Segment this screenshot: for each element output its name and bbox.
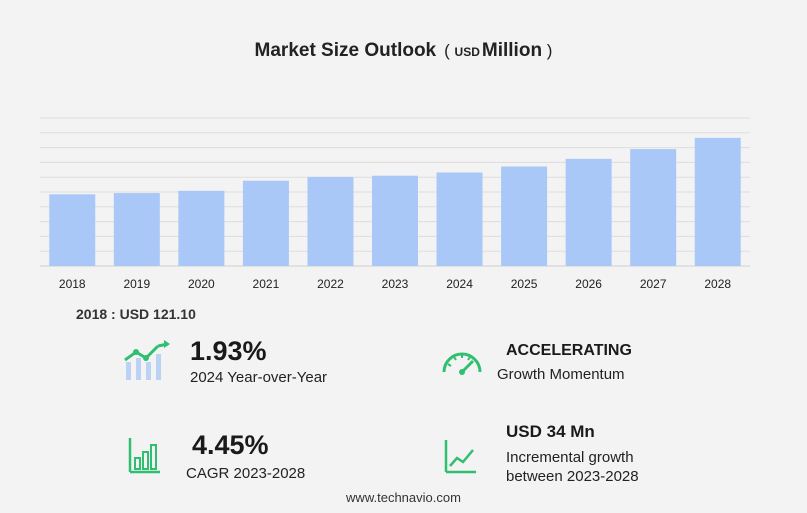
x-tick-label: 2022 bbox=[317, 277, 344, 291]
momentum-value: ACCELERATING bbox=[506, 342, 632, 359]
title-unit-small: USD bbox=[454, 45, 480, 59]
bar-2026 bbox=[565, 158, 612, 266]
trend-chart-icon bbox=[124, 340, 170, 380]
bar-chart-icon bbox=[128, 438, 160, 474]
bar-2019 bbox=[113, 193, 160, 266]
x-tick-label: 2025 bbox=[511, 277, 538, 291]
cagr-value: 4.45% bbox=[192, 430, 269, 460]
bar-chart: 2018 2019 2020 2021 2022 2023 2024 2025 2026 2027… bbox=[40, 117, 750, 291]
bar-2025 bbox=[501, 166, 548, 266]
chart-title: Market Size Outlook ( USD Million ) bbox=[0, 40, 807, 62]
line-growth-icon bbox=[444, 440, 476, 474]
bar-2024 bbox=[436, 172, 483, 266]
x-tick-label: 2026 bbox=[575, 277, 602, 291]
x-tick-label: 2021 bbox=[253, 277, 280, 291]
title-close-paren: ) bbox=[546, 41, 553, 60]
title-unit-main: Million bbox=[481, 40, 543, 61]
bar-2028 bbox=[694, 137, 741, 266]
footer-url: www.technavio.com bbox=[346, 490, 461, 505]
yoy-value: 1.93% bbox=[190, 336, 267, 366]
cagr-label: CAGR 2023-2028 bbox=[186, 465, 306, 482]
x-tick-label: 2020 bbox=[188, 277, 215, 291]
baseline-label: 2018 : USD 121.10 bbox=[76, 306, 196, 322]
title-open-paren: ( bbox=[444, 41, 450, 60]
incremental-value: USD 34 Mn bbox=[506, 422, 595, 441]
bar-2018 bbox=[49, 194, 96, 266]
x-tick-label: 2028 bbox=[704, 277, 731, 291]
bar-2023 bbox=[372, 175, 418, 266]
yoy-label: 2024 Year-over-Year bbox=[190, 369, 328, 386]
x-tick-label: 2024 bbox=[446, 277, 473, 291]
incremental-metric: USD 34 Mn Incremental growth between 202… bbox=[506, 422, 639, 486]
speedometer-icon bbox=[442, 352, 482, 375]
cagr-metric: 4.45% CAGR 2023-2028 bbox=[186, 430, 305, 482]
momentum-metric: ACCELERATING Growth Momentum bbox=[497, 342, 632, 383]
x-tick-label: 2023 bbox=[382, 277, 409, 291]
x-tick-label: 2018 bbox=[59, 277, 86, 291]
x-tick-label: 2027 bbox=[640, 277, 667, 291]
incremental-label-1: Incremental growth bbox=[506, 449, 634, 466]
bar-2021 bbox=[242, 180, 289, 266]
bar-2022 bbox=[307, 176, 354, 266]
x-tick-label: 2019 bbox=[123, 277, 150, 291]
bar-2020 bbox=[178, 190, 225, 266]
incremental-label-2: between 2023-2028 bbox=[506, 468, 639, 485]
bar-2027 bbox=[630, 149, 677, 266]
momentum-label: Growth Momentum bbox=[497, 366, 625, 383]
yoy-metric: 1.93% 2024 Year-over-Year bbox=[190, 336, 327, 386]
title-text: Market Size Outlook bbox=[254, 40, 437, 61]
